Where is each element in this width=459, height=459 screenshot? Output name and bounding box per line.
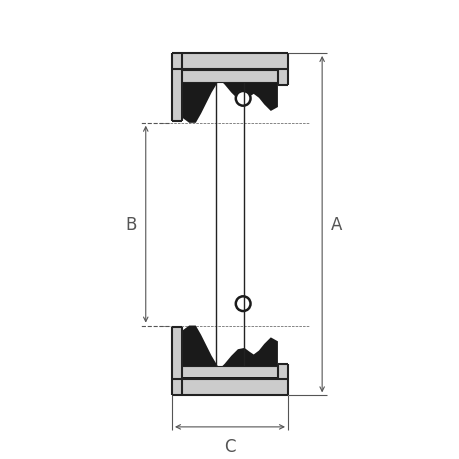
Bar [172, 380, 287, 396]
Polygon shape [182, 326, 277, 378]
Text: A: A [330, 216, 342, 234]
Bar [172, 70, 182, 122]
Bar [183, 367, 276, 377]
Circle shape [235, 297, 250, 311]
Bar [183, 73, 276, 83]
Bar [277, 70, 287, 85]
Text: B: B [125, 216, 136, 234]
Bar [182, 59, 277, 71]
Polygon shape [182, 71, 277, 123]
Bar [182, 378, 277, 390]
Bar [277, 364, 287, 380]
Bar [172, 54, 287, 70]
Text: C: C [224, 437, 235, 455]
Circle shape [235, 92, 250, 106]
Bar [172, 327, 182, 380]
